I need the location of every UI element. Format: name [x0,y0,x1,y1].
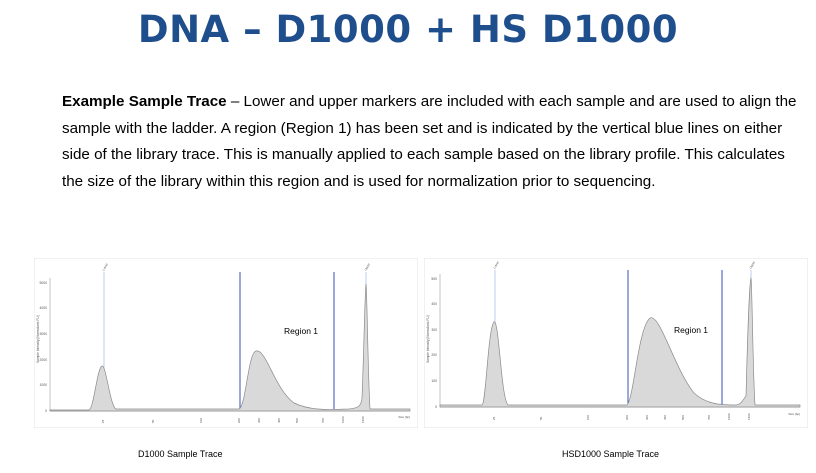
d1000-trace-chart: Sample Intensity [Normalized FU] 0 1000 … [34,258,418,428]
y-tick-label: 100 [431,379,437,383]
description-paragraph: Example Sample Trace – Lower and upper m… [62,89,802,195]
x-tick-label: 50 [539,416,543,420]
x-tick-label: 300 [257,418,261,423]
x-tick-label: 1000 [341,416,345,423]
x-tick-label: 700 [321,418,325,423]
y-axis-label: Sample Intensity [Normalized FU] [36,315,40,363]
x-tick-label: 25 [101,419,105,423]
x-tick-label: 500 [295,418,299,423]
region-label: Region 1 [284,326,318,336]
x-tick-label: 400 [277,418,281,423]
slide-title: DNA – D1000 + HS D1000 [137,8,679,51]
x-tick-label: 500 [681,415,685,420]
x-tick-label: 50 [151,419,155,423]
x-tick-label: 100 [199,418,203,423]
hsd1000-caption: HSD1000 Sample Trace [562,449,660,459]
chart-frame [34,258,418,428]
x-tick-label: 1000 [727,413,731,420]
x-tick-label: 200 [237,418,241,423]
y-tick-label: 2000 [39,358,47,362]
y-tick-label: 200 [431,353,437,357]
x-tick-label: 100 [586,415,590,420]
x-axis-label: Size [bp] [398,415,410,419]
x-axis-label: Size [bp] [788,412,800,416]
upper-marker-label: Upper [748,260,756,269]
y-tick-label: 0 [435,405,437,409]
y-tick-label: 500 [431,277,437,281]
x-tick-label: 400 [663,415,667,420]
y-tick-label: 400 [431,302,437,306]
x-tick-label: 25 [492,416,496,420]
x-tick-label: 700 [707,415,711,420]
sample-trace-curve [49,283,411,412]
d1000-caption: D1000 Sample Trace [138,449,223,459]
x-tick-label: 1500 [747,413,751,420]
x-tick-label: 1500 [361,416,365,423]
y-tick-label: 5000 [39,281,47,285]
description-text: – Lower and upper markers are included w… [62,93,797,190]
region-label: Region 1 [674,325,708,335]
lower-marker-label: Lower [492,260,500,269]
description-heading: Example Sample Trace [62,93,227,110]
y-tick-label: 1000 [39,383,47,387]
x-tick-label: 300 [645,415,649,420]
y-tick-label: 3000 [39,332,47,336]
sample-trace-curve [439,277,801,408]
x-tick-label: 200 [625,415,629,420]
y-tick-label: 300 [431,328,437,332]
y-tick-label: 0 [45,409,47,413]
lower-marker-label: Lower [101,262,109,271]
upper-marker-label: Upper [363,262,371,271]
y-tick-label: 4000 [39,306,47,310]
hsd1000-trace-chart: Sample Intensity [Normalized FU] 0 100 2… [424,258,808,428]
y-axis-label: Sample Intensity [Normalized FU] [426,315,430,363]
